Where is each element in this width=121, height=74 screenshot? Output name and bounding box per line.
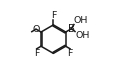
Text: F: F (34, 49, 39, 58)
Text: F: F (67, 49, 73, 58)
Text: OH: OH (74, 16, 88, 25)
Text: B: B (68, 24, 75, 34)
Text: OH: OH (75, 31, 89, 40)
Text: O: O (32, 25, 40, 34)
Text: F: F (51, 11, 56, 20)
